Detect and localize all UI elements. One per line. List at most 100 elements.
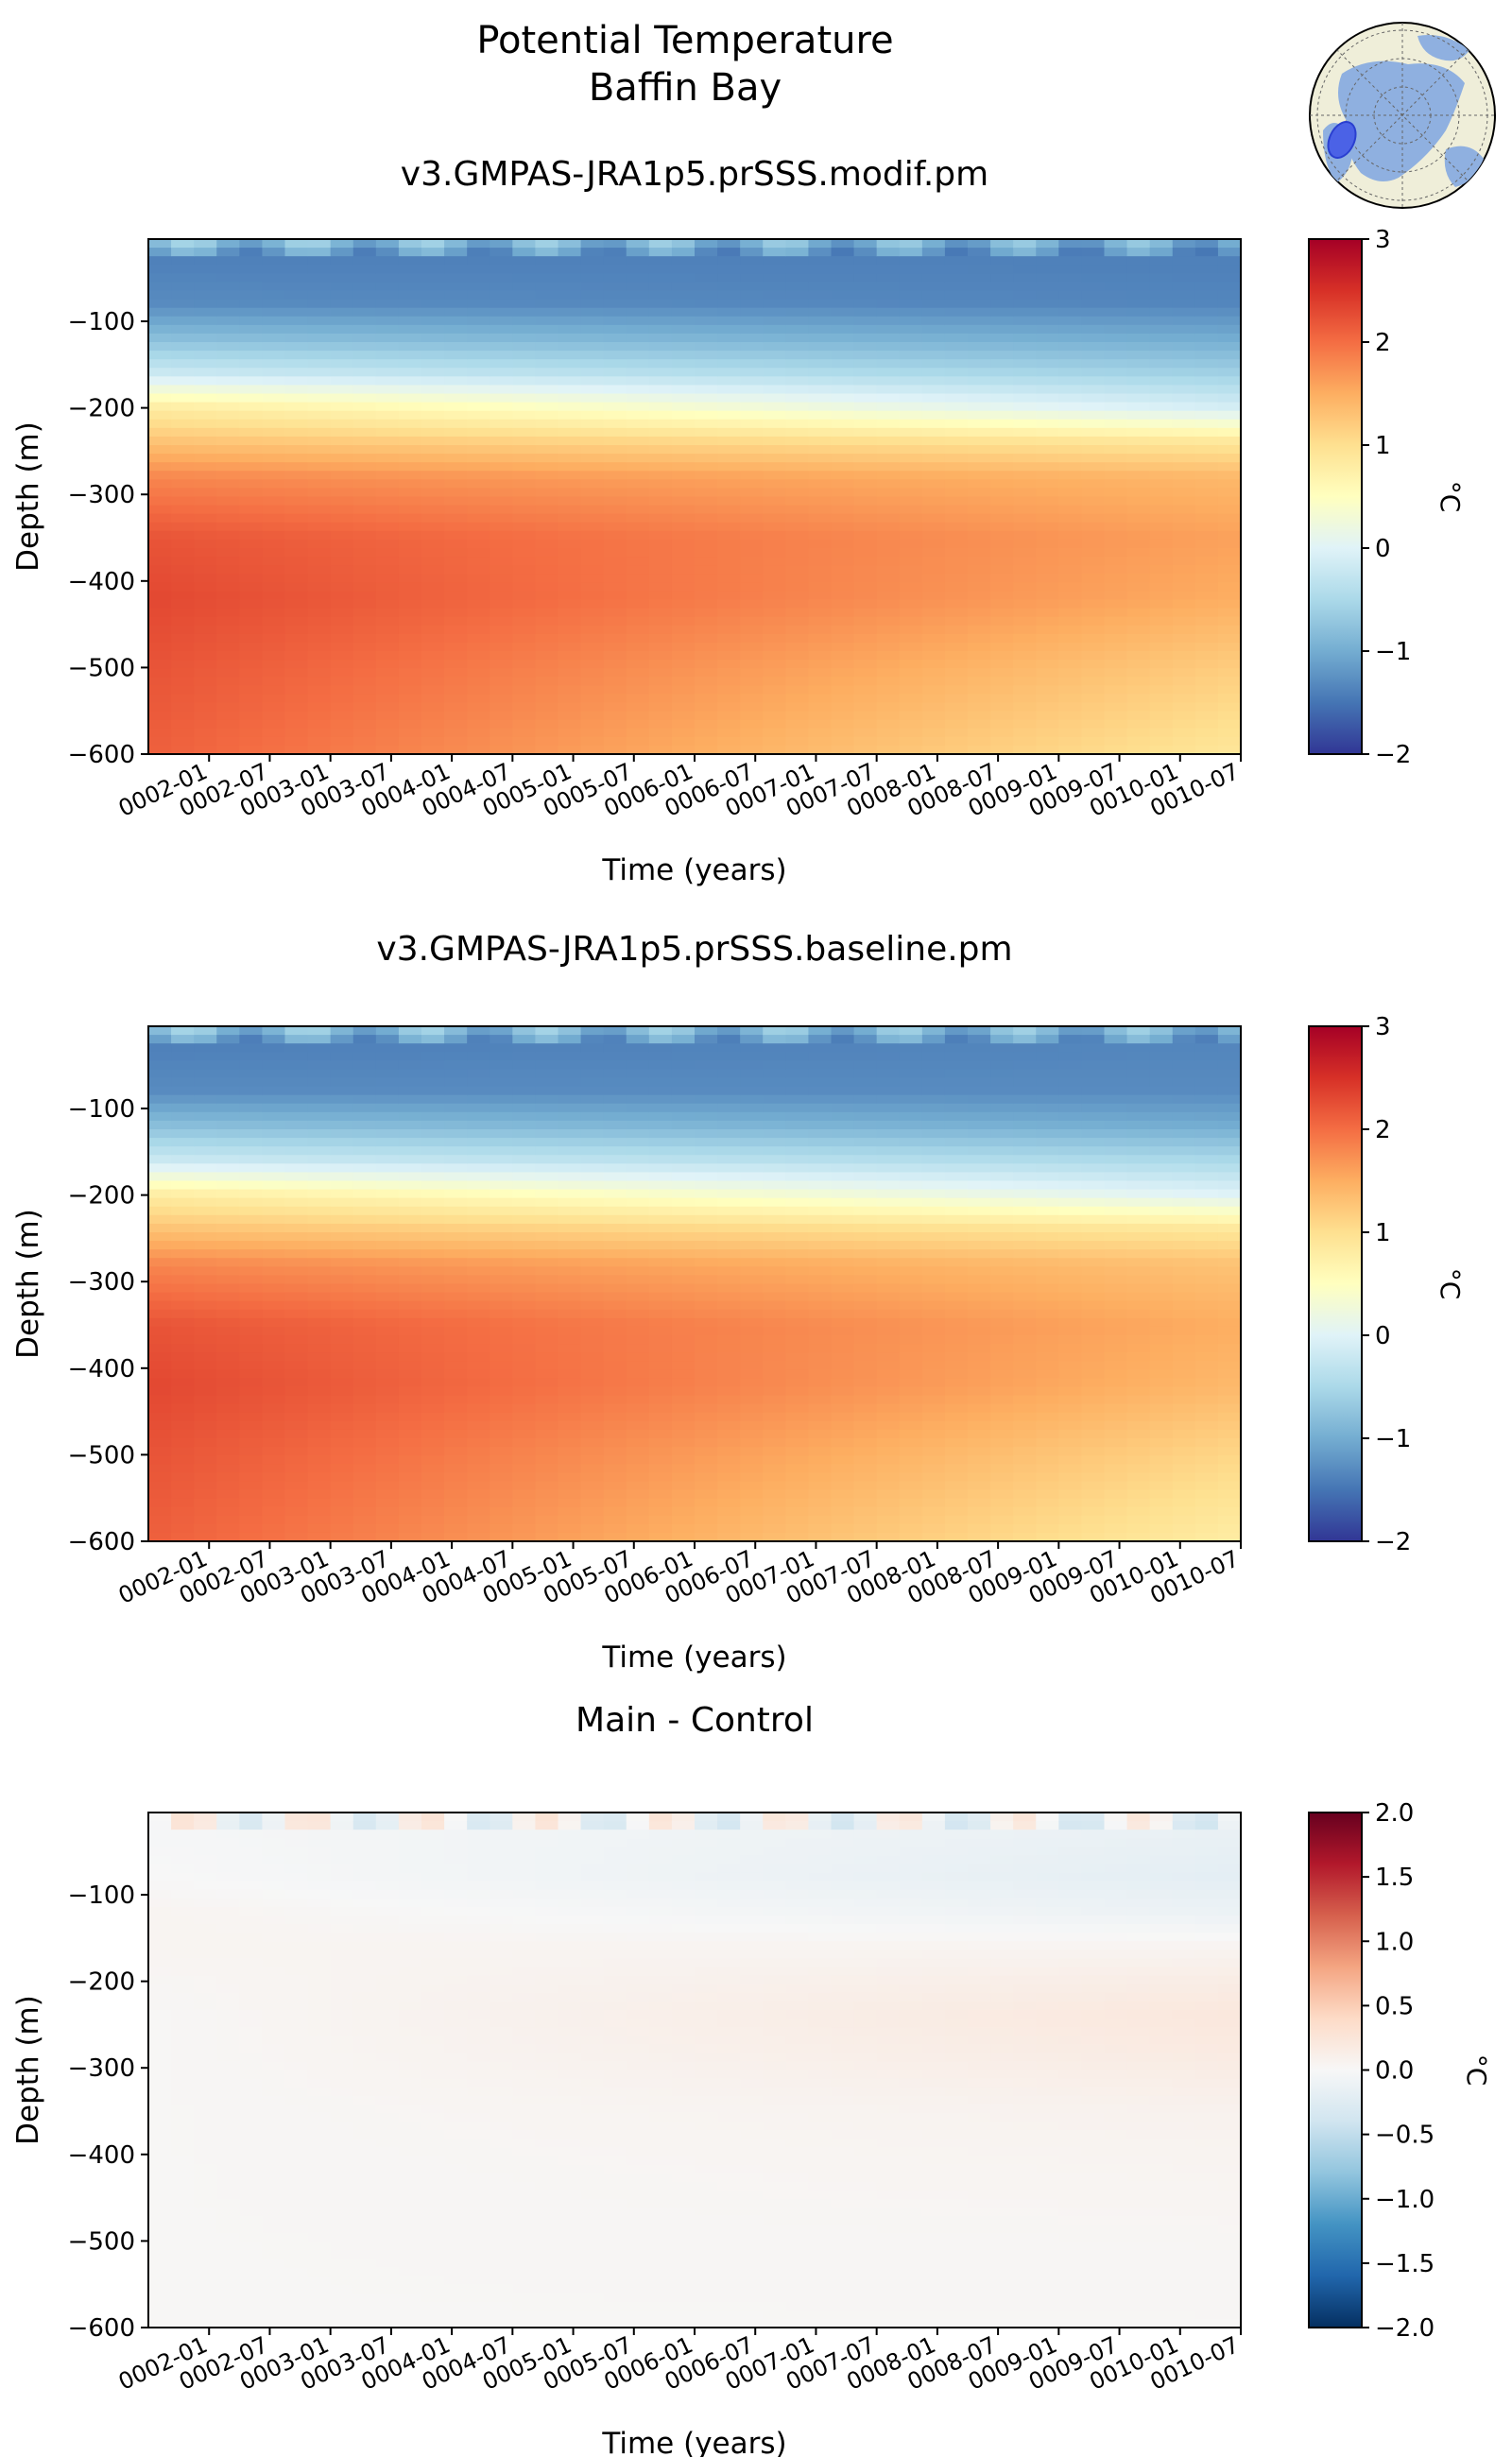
heatmap-cell xyxy=(1217,625,1242,635)
heatmap-cell xyxy=(239,1155,264,1164)
heatmap-cell xyxy=(330,1077,354,1088)
heatmap-cell xyxy=(375,633,400,644)
heatmap-cell xyxy=(194,1069,217,1079)
heatmap-cell xyxy=(1172,256,1196,266)
heatmap-cell xyxy=(467,256,490,266)
heatmap-cell xyxy=(671,522,696,532)
heatmap-cell xyxy=(375,256,400,266)
heatmap-cell xyxy=(352,1103,377,1113)
heatmap-cell xyxy=(307,1344,332,1353)
heatmap-cell xyxy=(580,548,605,558)
heatmap-cell xyxy=(512,1464,537,1473)
heatmap-cell xyxy=(490,333,513,343)
heatmap-cell xyxy=(1172,694,1196,704)
heatmap-cell xyxy=(1194,479,1219,490)
heatmap-cell xyxy=(763,1094,786,1105)
heatmap-cell xyxy=(535,745,559,755)
heatmap-cell xyxy=(626,505,650,515)
heatmap-cell xyxy=(284,1180,309,1191)
heatmap-cell xyxy=(990,419,1014,429)
heatmap-cell xyxy=(194,1515,217,1525)
heatmap-cell xyxy=(785,1335,810,1345)
heatmap-cell xyxy=(1104,239,1128,249)
heatmap-cell xyxy=(968,668,991,678)
heatmap-cell xyxy=(626,462,650,472)
heatmap-cell xyxy=(467,539,490,549)
heatmap-cell xyxy=(490,1197,513,1208)
heatmap-cell xyxy=(398,1455,422,1465)
heatmap-cell xyxy=(307,694,332,704)
heatmap-cell xyxy=(194,591,217,601)
heatmap-cell xyxy=(899,1352,923,1362)
heatmap-cell xyxy=(580,436,605,446)
heatmap-cell xyxy=(1104,273,1128,284)
heatmap-cell xyxy=(876,1523,901,1534)
heatmap-cell xyxy=(853,1283,878,1294)
heatmap-cell xyxy=(490,1060,513,1071)
heatmap-cell xyxy=(171,1420,195,1431)
heatmap-cell xyxy=(216,1180,240,1191)
heatmap-cell xyxy=(352,1361,377,1370)
heatmap-cell xyxy=(785,1309,810,1319)
heatmap-cell xyxy=(648,1189,673,1199)
heatmap-cell xyxy=(512,1206,537,1216)
heatmap-cell xyxy=(512,625,537,635)
heatmap-cell xyxy=(1172,685,1196,696)
heatmap-cell xyxy=(671,1060,696,1071)
heatmap-cell xyxy=(831,471,855,480)
heatmap-cell xyxy=(580,282,605,292)
heatmap-cell xyxy=(194,1506,217,1517)
heatmap-cell xyxy=(171,1155,195,1164)
heatmap-cell xyxy=(717,1094,741,1105)
heatmap-cell xyxy=(853,548,878,558)
heatmap-cell xyxy=(921,1035,946,1044)
heatmap-cell xyxy=(535,505,559,515)
heatmap-cell xyxy=(467,1352,490,1362)
heatmap-cell xyxy=(330,1172,354,1182)
heatmap-cell xyxy=(148,1197,172,1208)
heatmap-cell xyxy=(853,633,878,644)
heatmap-cell xyxy=(853,1052,878,1061)
heatmap-cell xyxy=(626,393,650,404)
heatmap-cell xyxy=(1194,745,1219,755)
heatmap-cell xyxy=(330,1481,354,1491)
heatmap-cell xyxy=(763,307,786,318)
heatmap-cell xyxy=(1104,290,1128,301)
heatmap-cell xyxy=(808,471,833,480)
heatmap-cell xyxy=(695,1060,718,1071)
heatmap-cell xyxy=(444,599,468,610)
heatmap-cell xyxy=(216,1197,240,1208)
heatmap-cell xyxy=(944,530,969,541)
heatmap-cell xyxy=(648,351,673,360)
heatmap-cell xyxy=(785,410,810,421)
heatmap-cell xyxy=(352,1447,377,1456)
heatmap-cell xyxy=(968,454,991,463)
heatmap-cell xyxy=(695,299,718,309)
heatmap-cell xyxy=(648,462,673,472)
heatmap-cell xyxy=(239,1035,264,1044)
heatmap-cell xyxy=(330,273,354,284)
heatmap-cell xyxy=(444,1498,468,1508)
heatmap-cell xyxy=(239,1292,264,1302)
heatmap-cell xyxy=(352,1232,377,1242)
heatmap-cell xyxy=(558,1317,582,1328)
heatmap-cell xyxy=(171,522,195,532)
heatmap-cell xyxy=(1013,307,1037,318)
heatmap-cell xyxy=(853,694,878,704)
heatmap-cell xyxy=(944,591,969,601)
heatmap-cell xyxy=(921,462,946,472)
heatmap-cell xyxy=(740,1532,764,1542)
heatmap-cell xyxy=(535,1189,559,1199)
heatmap-cell xyxy=(968,471,991,480)
heatmap-cell xyxy=(717,1300,741,1311)
heatmap-cell xyxy=(831,1249,855,1259)
heatmap-cell xyxy=(899,1043,923,1053)
heatmap-cell xyxy=(1013,239,1037,249)
heatmap-cell xyxy=(512,248,537,257)
heatmap-cell xyxy=(467,471,490,480)
heatmap-cell xyxy=(352,1326,377,1336)
heatmap-cell xyxy=(239,668,264,678)
heatmap-cell xyxy=(330,719,354,730)
heatmap-cell xyxy=(467,462,490,472)
heatmap-cell xyxy=(1058,719,1083,730)
